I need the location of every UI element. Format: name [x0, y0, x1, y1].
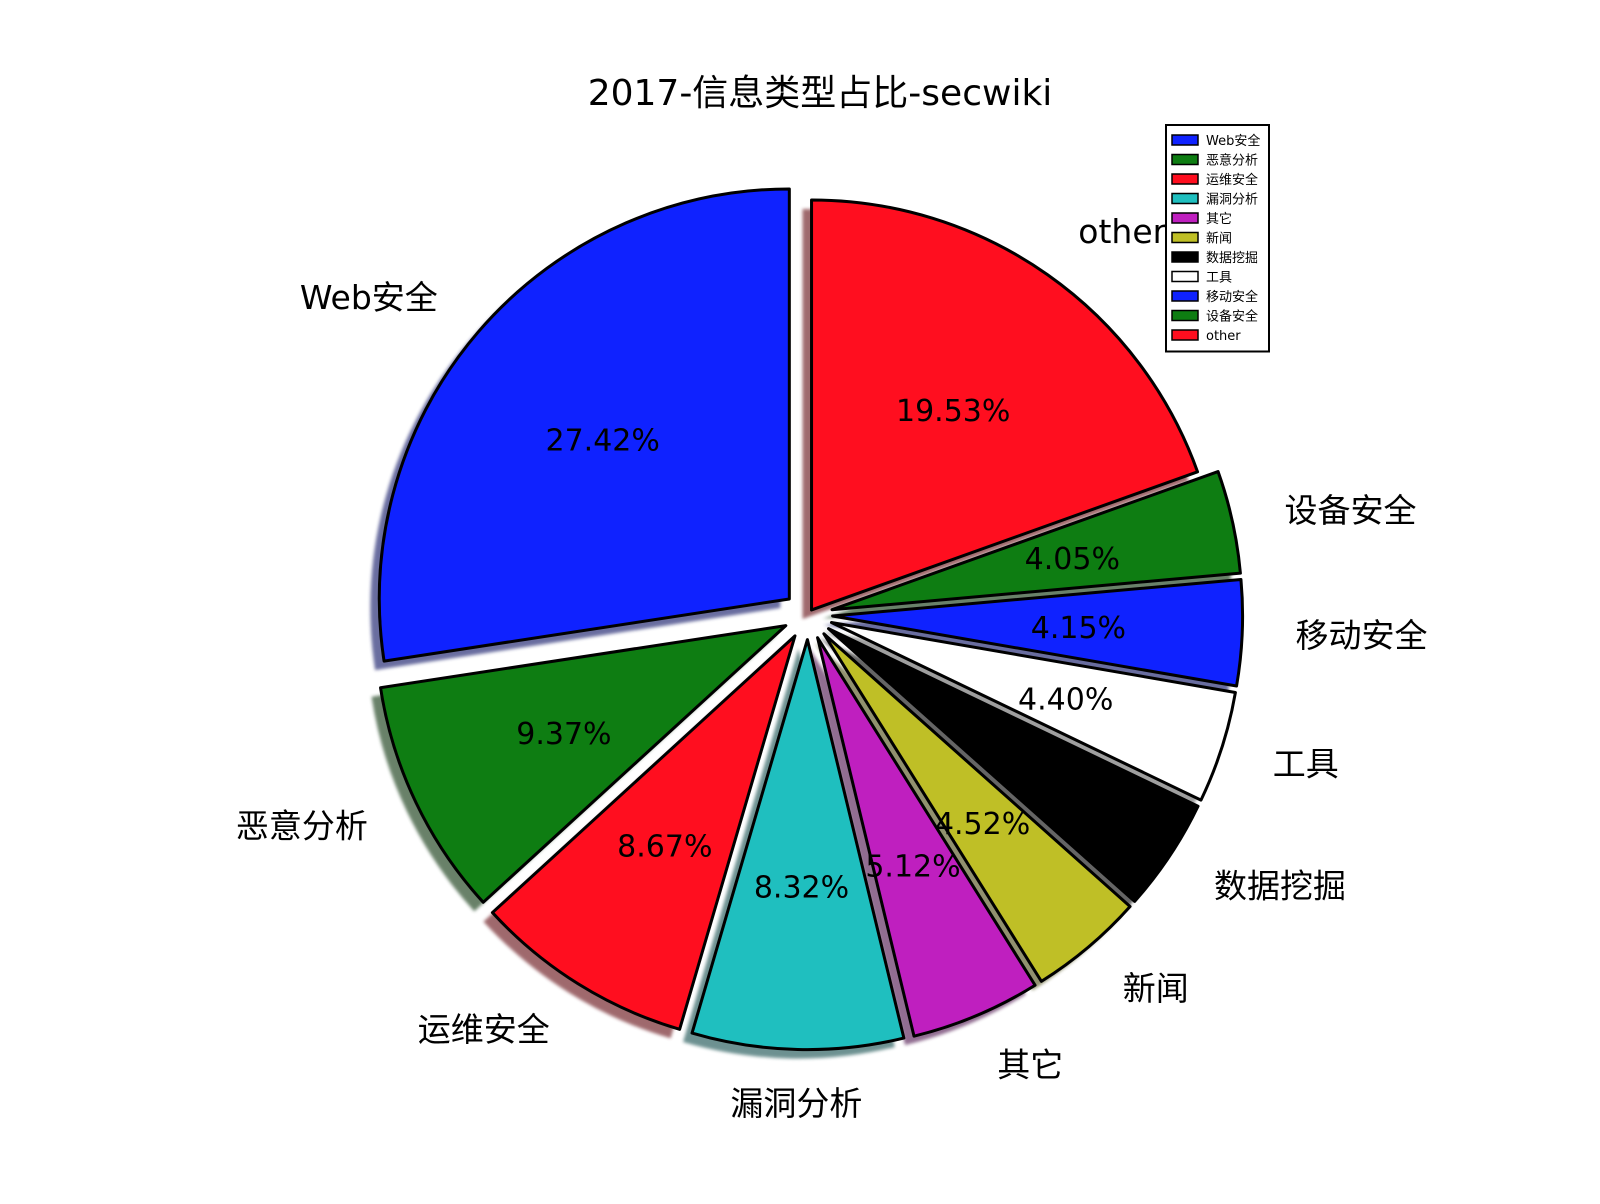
- slice-percent-label: 4.40%: [1018, 683, 1113, 718]
- slice-percent-label: 4.15%: [1031, 611, 1126, 646]
- legend-swatch: [1171, 309, 1199, 322]
- slice-percent-label: 4.52%: [935, 807, 1030, 842]
- legend-entry: 移动安全: [1206, 289, 1258, 305]
- legend-entry: 漏洞分析: [1206, 192, 1258, 208]
- legend-entry: 设备安全: [1206, 309, 1258, 325]
- slice-percent-label: 8.67%: [617, 830, 712, 865]
- pie-slice: [816, 636, 1037, 1038]
- pie-slice: [490, 634, 797, 1031]
- chart-title: 2017-信息类型占比-secwiki: [588, 73, 1053, 114]
- pie-slice: [690, 638, 906, 1052]
- legend-entry: 工具: [1206, 271, 1232, 286]
- slice-label: 其它: [997, 1046, 1063, 1085]
- slice-label: 漏洞分析: [730, 1084, 862, 1123]
- legend-swatch: [1171, 270, 1199, 283]
- legend-entry: 恶意分析: [1206, 153, 1258, 169]
- pie-slice: [822, 632, 1132, 983]
- legend-swatch: [1171, 212, 1199, 224]
- legend-swatch: [1171, 134, 1199, 146]
- pie-slice: [829, 621, 1237, 802]
- slice-label: 设备安全: [1285, 491, 1417, 530]
- legend-entry: 新闻: [1206, 231, 1232, 247]
- pie-slice: [377, 187, 791, 663]
- slice-label: 新闻: [1123, 969, 1189, 1008]
- legend-swatch: [1171, 153, 1199, 166]
- legend-swatch: [1171, 231, 1199, 244]
- slice-percent-label: 4.05%: [1025, 542, 1120, 577]
- legend-entry: other: [1206, 329, 1241, 344]
- slice-percent-label: 8.32%: [754, 871, 849, 906]
- slice-percent-label: 4.45%: [986, 750, 1081, 785]
- slice-label: 运维安全: [418, 1010, 550, 1049]
- slice-label: other: [1078, 212, 1166, 251]
- legend-swatch: [1171, 329, 1199, 341]
- slice-label: 工具: [1273, 745, 1339, 784]
- pie-slice: [379, 624, 788, 904]
- legend-swatch: [1171, 173, 1199, 185]
- legend-entry: 其它: [1206, 211, 1232, 227]
- slice-percent-label: 27.42%: [546, 424, 660, 459]
- pie-slice: [810, 198, 1200, 612]
- legend-entry: 数据挖掘: [1206, 251, 1258, 266]
- slice-percent-label: 19.53%: [896, 394, 1010, 429]
- pie-slice: [830, 470, 1242, 612]
- slice-label: Web安全: [300, 278, 438, 317]
- pie-slice: [831, 577, 1245, 688]
- slice-label: 移动安全: [1296, 616, 1428, 655]
- slice-percent-label: 9.37%: [516, 717, 611, 752]
- slice-percent-label: 5.12%: [865, 849, 960, 884]
- slice-label: 数据挖掘: [1214, 867, 1346, 906]
- legend-swatch: [1171, 251, 1199, 263]
- legend-swatch: [1171, 290, 1199, 302]
- slice-percent-labels: 27.42% 9.37% 8.67% 8.32% 5.12% 4.52% 4.45% 4.40…: [516, 394, 1126, 906]
- legend-swatch: [1171, 192, 1199, 205]
- legend-entry: Web安全: [1206, 133, 1260, 149]
- slice-label: 恶意分析: [236, 807, 368, 846]
- pie-slices: [377, 187, 1245, 1052]
- legend-entry: 运维安全: [1206, 172, 1258, 188]
- pie-slice: [826, 627, 1200, 903]
